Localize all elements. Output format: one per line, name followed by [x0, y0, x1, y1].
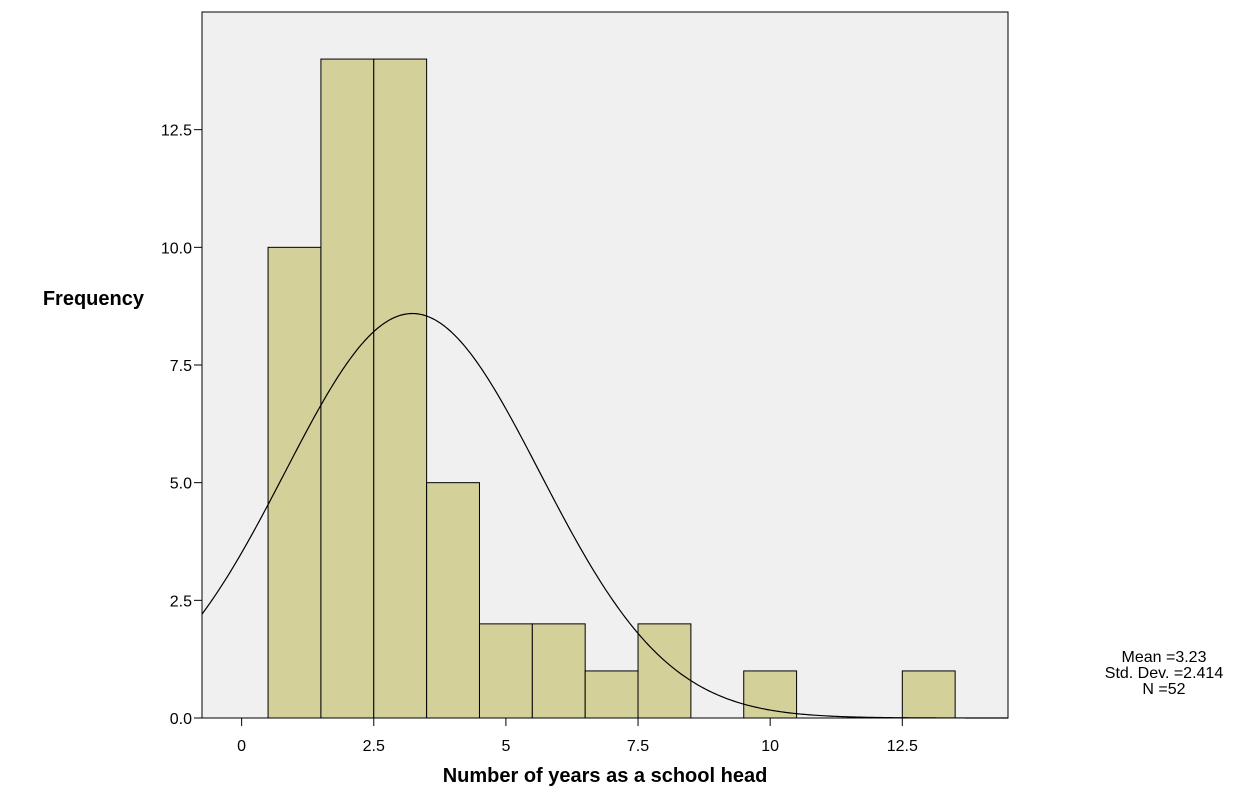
histogram-bar — [531, 623, 586, 719]
x-tick-label: 5 — [501, 738, 510, 755]
x-axis: 0 2.5 5 7.5 10 12.5 — [237, 718, 918, 755]
y-tick-label: 7.5 — [170, 358, 192, 375]
stats-line: N =52 — [1142, 681, 1185, 698]
histogram-bar — [901, 670, 956, 719]
x-axis-title: Number of years as a school head — [443, 765, 768, 787]
y-axis-title: Frequency — [43, 288, 145, 310]
stats-line: Std. Dev. =2.414 — [1105, 665, 1224, 682]
histogram-bar — [267, 246, 322, 719]
x-tick-label: 2.5 — [363, 738, 385, 755]
bars-layer — [267, 58, 956, 719]
x-tick-label: 10 — [761, 738, 779, 755]
histogram-bar — [743, 670, 798, 719]
stats-line: Mean =3.23 — [1122, 649, 1207, 666]
y-axis: 0.0 2.5 5.0 7.5 10.0 12.5 — [161, 123, 202, 728]
histogram-bar — [373, 58, 428, 719]
histogram-bar — [637, 623, 692, 719]
x-tick-label: 12.5 — [887, 738, 918, 755]
histogram-bar — [426, 482, 480, 719]
normal-curve-layer — [201, 312, 1008, 719]
y-tick-label: 2.5 — [170, 593, 192, 610]
y-tick-label: 0.0 — [170, 711, 192, 728]
histogram-bar — [584, 670, 639, 719]
histogram-bar — [478, 623, 533, 719]
x-tick-label: 7.5 — [627, 738, 649, 755]
y-tick-label: 10.0 — [161, 240, 192, 257]
y-tick-label: 5.0 — [170, 476, 192, 493]
y-tick-label: 12.5 — [161, 123, 192, 140]
histogram-bar — [320, 58, 375, 719]
x-tick-label: 0 — [237, 738, 246, 755]
normal-curve — [201, 312, 1008, 719]
